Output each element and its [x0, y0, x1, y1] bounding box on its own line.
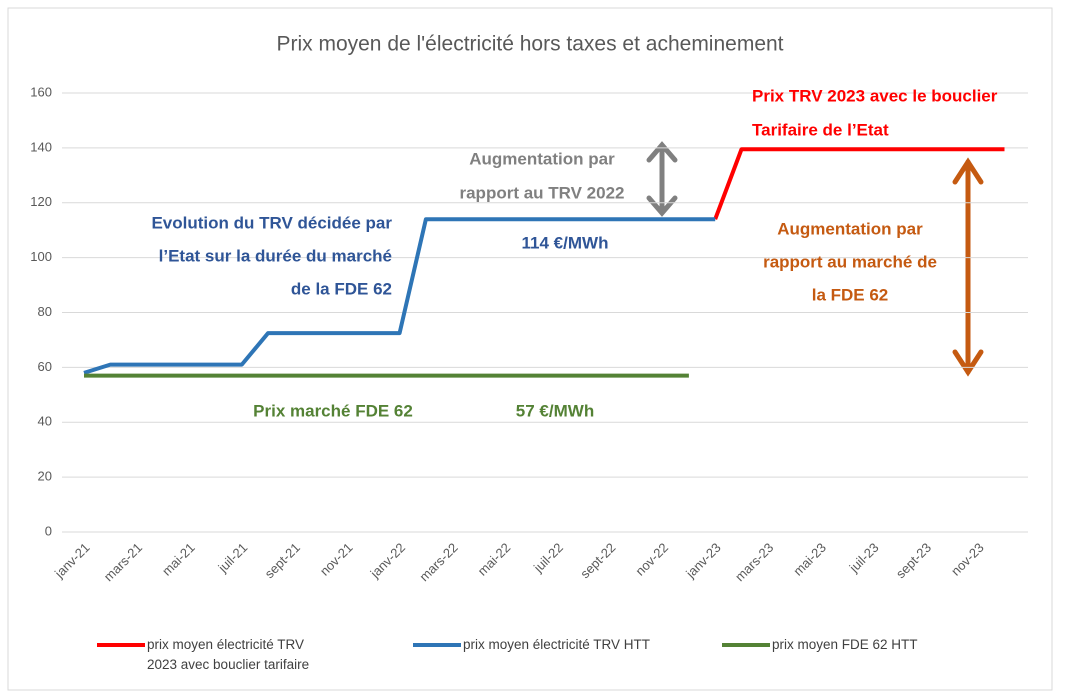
y-tick-label: 0: [45, 523, 52, 538]
y-tick-label: 80: [38, 304, 52, 319]
legend-swatch: [97, 643, 145, 647]
legend-label: prix moyen électricité TRV HTT: [463, 637, 651, 652]
annotation: 57 €/MWh: [516, 401, 594, 420]
series-line: [713, 147, 1005, 220]
legend-label: prix moyen FDE 62 HTT: [772, 637, 918, 652]
y-tick-label: 120: [30, 194, 52, 209]
y-tick-label: 20: [38, 469, 52, 484]
y-tick-label: 140: [30, 139, 52, 154]
annotation: l’Etat sur la durée du marché: [159, 246, 392, 265]
chart-title: Prix moyen de l'électricité hors taxes e…: [276, 33, 783, 56]
annotation: Augmentation par: [777, 219, 923, 238]
annotation: 114 €/MWh: [522, 233, 609, 252]
legend-swatch: [722, 643, 770, 647]
y-tick-label: 60: [38, 359, 52, 374]
annotation: Prix marché FDE 62: [253, 401, 413, 420]
annotation: Augmentation par: [469, 149, 615, 168]
annotation: de la FDE 62: [291, 279, 392, 298]
y-tick-label: 40: [38, 414, 52, 429]
annotation: Prix TRV 2023 avec le bouclier: [752, 86, 998, 105]
arrow-marche: [952, 157, 984, 377]
series-line: [83, 217, 716, 375]
legend-label: prix moyen électricité TRV 2023 avec bou…: [147, 637, 310, 672]
annotation: Tarifaire de l’Etat: [752, 120, 889, 139]
legend-swatch: [413, 643, 461, 647]
annotation: la FDE 62: [812, 285, 889, 304]
annotation: rapport au marché de: [763, 252, 937, 271]
annotation: Evolution du TRV décidée par: [151, 213, 392, 232]
y-tick-label: 160: [30, 84, 52, 99]
y-tick-label: 100: [30, 249, 52, 264]
annotation: rapport au TRV 2022: [459, 183, 624, 202]
chart-border: [7, 7, 1053, 691]
